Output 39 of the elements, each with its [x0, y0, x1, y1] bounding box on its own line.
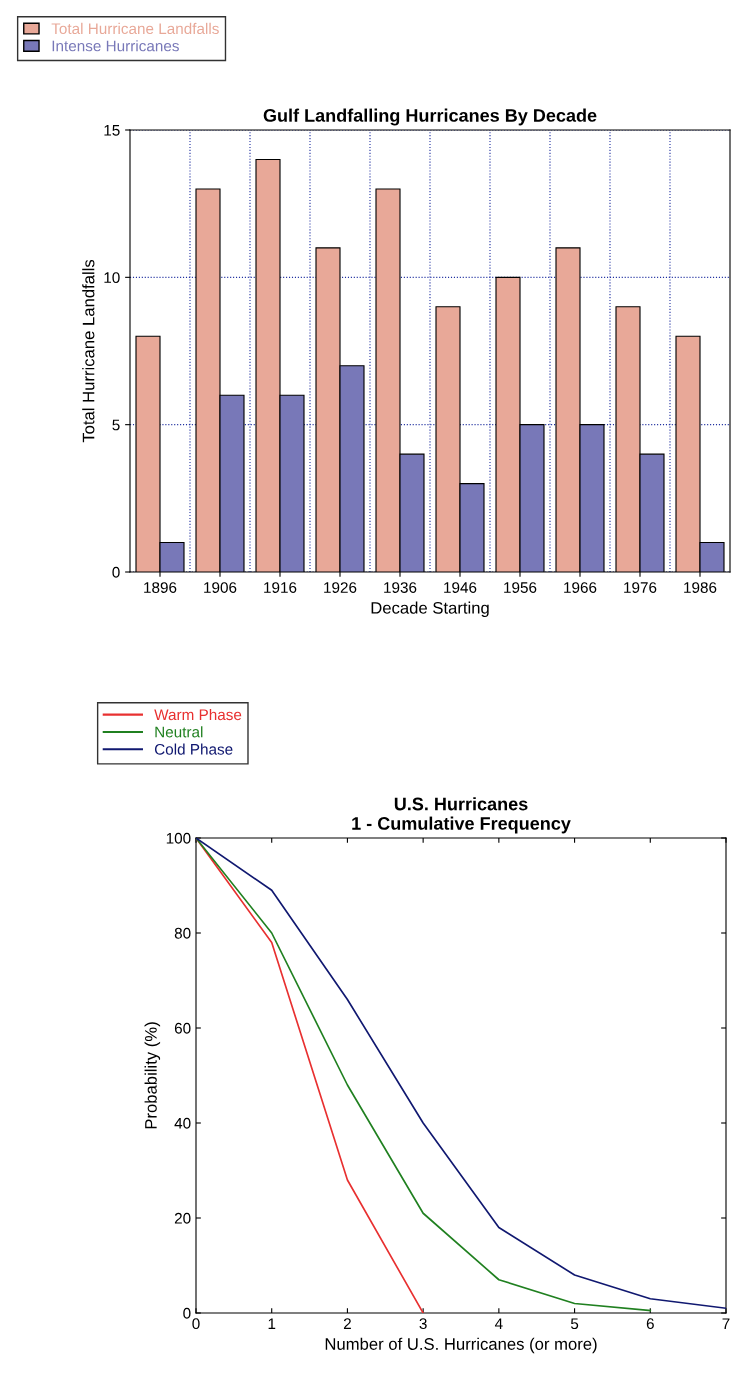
x-tick-label: 2 — [343, 1318, 351, 1329]
legend-label: Neutral — [155, 726, 203, 738]
y-tick-label: 60 — [174, 1022, 191, 1034]
x-tick-label: 1906 — [204, 582, 237, 593]
y-axis-title: Probability (%) — [144, 1022, 161, 1129]
y-tick-label: 10 — [104, 272, 120, 284]
x-tick-label: 5 — [570, 1318, 579, 1330]
y-tick-label: 40 — [174, 1117, 191, 1129]
x-axis-title: Number of U.S. Hurricanes (or more) — [325, 1337, 597, 1354]
y-tick-label: 0 — [112, 566, 120, 578]
y-tick-label: 80 — [174, 927, 191, 939]
x-tick-label: 0 — [192, 1318, 200, 1330]
x-tick-label: 1956 — [504, 582, 537, 593]
chart-title: Gulf Landfalling Hurricanes By Decade — [263, 108, 597, 126]
x-tick-label: 1986 — [684, 582, 717, 593]
x-tick-label: 1896 — [144, 582, 177, 593]
x-tick-label: 4 — [494, 1318, 503, 1329]
x-tick-label: 7 — [722, 1318, 730, 1329]
x-tick-label: 1976 — [624, 582, 657, 593]
legend-label: Warm Phase — [154, 708, 242, 721]
chart-title: U.S. Hurricanes 1 - Cumulative Frequency — [352, 797, 571, 834]
y-tick-label: 20 — [174, 1212, 191, 1224]
x-axis-title: Decade Starting — [371, 601, 489, 618]
legend-label: Total Hurricane Landfalls — [51, 22, 219, 35]
legend-label: Intense Hurricanes — [52, 40, 179, 52]
x-tick-label: 6 — [646, 1318, 654, 1330]
x-tick-label: 1946 — [444, 582, 477, 593]
legend-label: Cold Phase — [154, 743, 233, 755]
x-tick-label: 3 — [419, 1318, 427, 1330]
x-tick-label: 1 — [268, 1318, 276, 1329]
x-tick-label: 1966 — [564, 582, 597, 593]
y-axis-title: Total Hurricane Landfalls — [82, 259, 95, 443]
y-tick-label: 100 — [166, 832, 191, 844]
y-tick-label: 0 — [183, 1307, 191, 1319]
y-tick-label: 5 — [112, 419, 120, 431]
x-tick-label: 1926 — [324, 582, 357, 593]
x-tick-label: 1936 — [384, 582, 417, 593]
x-tick-label: 1916 — [264, 582, 297, 593]
y-tick-label: 15 — [104, 125, 120, 136]
